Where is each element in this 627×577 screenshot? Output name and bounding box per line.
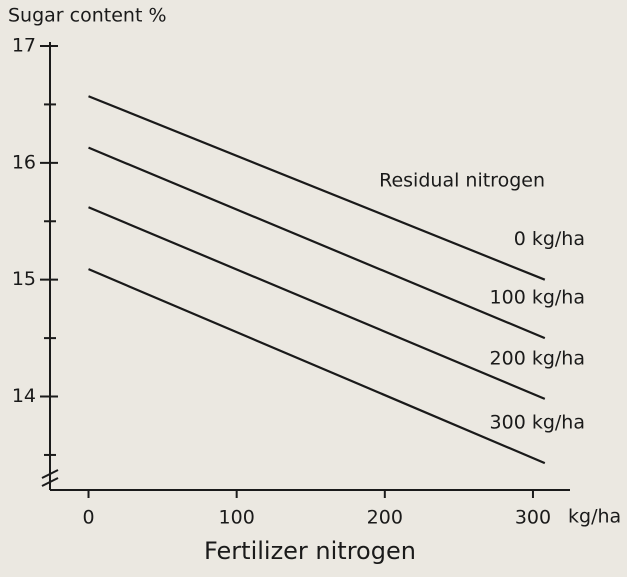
- x-tick-label: 300: [515, 507, 551, 529]
- legend-label: 100 kg/ha: [490, 287, 585, 309]
- x-axis-label: Fertilizer nitrogen: [204, 537, 416, 565]
- x-tick-label: 100: [219, 507, 255, 529]
- y-tick-label: 17: [12, 35, 36, 57]
- legend-label: 200 kg/ha: [490, 347, 585, 369]
- legend-title: Residual nitrogen: [379, 170, 545, 192]
- axis-break: [41, 469, 59, 479]
- y-tick-label: 14: [12, 385, 36, 407]
- x-tick-label: 200: [367, 507, 403, 529]
- legend-label: 300 kg/ha: [490, 412, 585, 434]
- line: [88, 95, 546, 281]
- y-tick-label: 16: [12, 151, 36, 173]
- line: [88, 146, 546, 340]
- line: [88, 206, 546, 400]
- y-axis-label: Sugar content %: [8, 5, 167, 27]
- x-tick-label: 0: [82, 507, 94, 529]
- legend-label: 0 kg/ha: [514, 228, 585, 250]
- y-tick-label: 15: [12, 268, 36, 290]
- line: [88, 268, 546, 465]
- x-unit: kg/ha: [568, 506, 621, 528]
- axis-break: [41, 477, 59, 487]
